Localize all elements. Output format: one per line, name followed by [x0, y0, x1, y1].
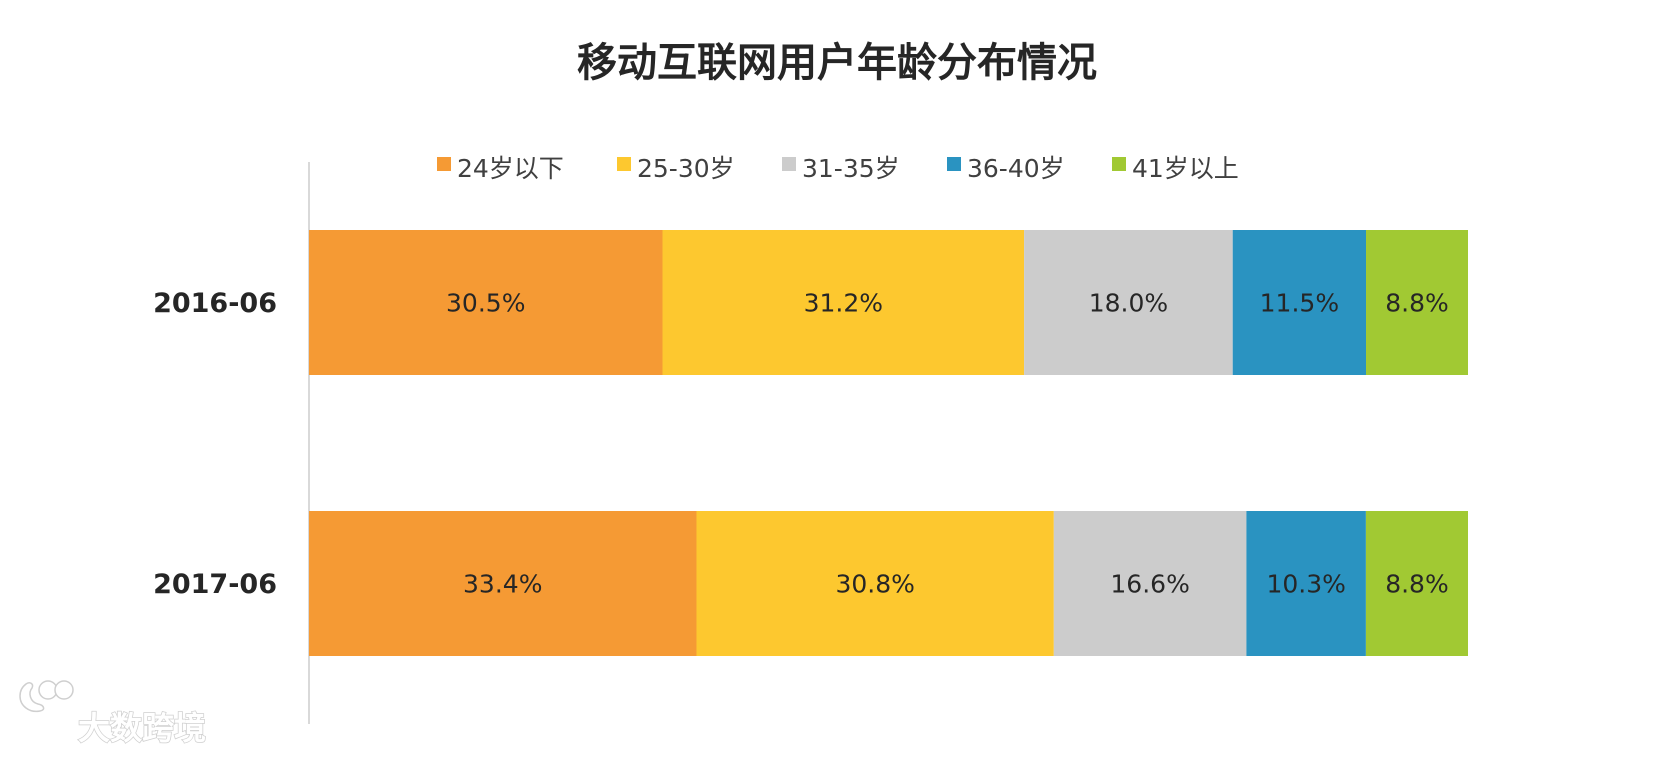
data-label: 16.6% [1110, 570, 1189, 599]
bar-segment [1366, 230, 1468, 375]
legend-label: 24岁以下 [457, 154, 564, 183]
legend: 24岁以下 25-30岁 31-35岁 36-40岁 41岁以上 [437, 154, 1239, 183]
watermark: 大数跨境 [19, 680, 207, 748]
bar-segment [696, 511, 1054, 656]
category-label: 2017-06 [153, 569, 277, 600]
data-label: 30.8% [835, 570, 914, 599]
bar-segment [1053, 511, 1247, 656]
data-label: 33.4% [463, 570, 542, 599]
data-label: 8.8% [1385, 289, 1449, 318]
watermark-logo-icon [19, 680, 74, 713]
category-label: 2016-06 [153, 288, 277, 319]
bar-segment [1024, 230, 1233, 375]
legend-label: 25-30岁 [637, 154, 735, 183]
data-label: 31.2% [804, 289, 883, 318]
data-label: 30.5% [446, 289, 525, 318]
legend-label: 41岁以上 [1132, 154, 1239, 183]
watermark-text: 大数跨境 [78, 709, 206, 747]
bar-segment [662, 230, 1025, 375]
data-label: 10.3% [1266, 570, 1345, 599]
bars: 2016-06 30.5% 31.2% 18.0% 11.5% 8.8% 2017-06 33… [153, 230, 1468, 656]
bar-segment [1246, 511, 1366, 656]
bar-segment [1232, 230, 1366, 375]
legend-swatch [1112, 157, 1126, 171]
chart-title: 移动互联网用户年龄分布情况 [577, 40, 1097, 86]
legend-label: 36-40岁 [967, 154, 1065, 183]
legend-swatch [947, 157, 961, 171]
legend-swatch [782, 157, 796, 171]
bar-segment [1365, 511, 1468, 656]
bar-segment [309, 230, 663, 375]
data-label: 11.5% [1260, 289, 1339, 318]
legend-swatch [437, 157, 451, 171]
bar-segment [309, 511, 697, 656]
legend-swatch [617, 157, 631, 171]
data-label: 18.0% [1089, 289, 1168, 318]
legend-label: 31-35岁 [802, 154, 900, 183]
data-label: 8.8% [1385, 570, 1449, 599]
